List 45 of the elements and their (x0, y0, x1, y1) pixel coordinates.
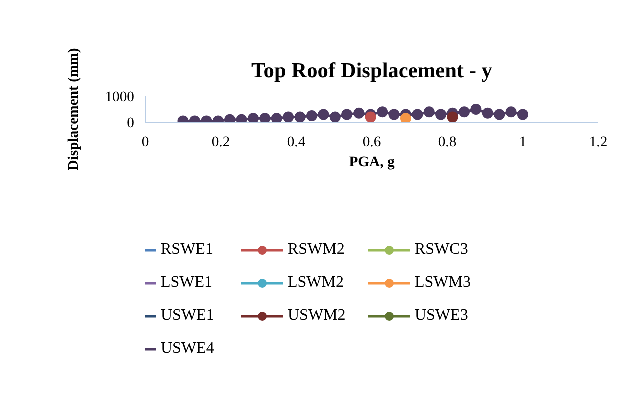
point (306, 110, 318, 122)
point (354, 108, 365, 119)
point (400, 113, 412, 122)
legend-label: LSWM3 (415, 274, 472, 292)
legend-label: RSWE1 (161, 241, 214, 259)
x-tick-label: 1.2 (589, 134, 608, 150)
point (377, 106, 388, 118)
y-tick-label: 1000 (105, 90, 134, 106)
point (365, 112, 376, 122)
point (412, 109, 424, 120)
x-tick-label: 0.8 (438, 134, 457, 150)
point (318, 109, 330, 120)
point (342, 109, 353, 120)
point (283, 112, 294, 122)
x-tick-label: 0 (142, 134, 150, 150)
legend-label: USWE3 (415, 307, 470, 325)
point (260, 113, 271, 122)
x-axis-title: PGA, g (349, 154, 396, 170)
legend-label: USWE4 (161, 340, 216, 358)
legend-label: USWM2 (288, 307, 347, 325)
point (494, 109, 506, 120)
point (482, 108, 494, 119)
legend-label: LSWE1 (161, 274, 214, 292)
x-tick-label: 1 (519, 134, 527, 150)
legend-label: RSWC3 (415, 241, 470, 259)
point (518, 109, 528, 120)
chart-title: Top Roof Displacement - y (252, 58, 493, 82)
point (506, 106, 517, 118)
point (271, 113, 282, 122)
x-tick-label: 0.4 (287, 134, 306, 150)
point (458, 106, 470, 118)
x-tick-label: 0.2 (212, 134, 230, 150)
point (388, 109, 400, 120)
point (447, 112, 458, 122)
legend-label: USWE1 (161, 307, 216, 325)
point (330, 112, 341, 122)
point (424, 106, 435, 118)
y-axis-title: Displacement (mm) (66, 48, 82, 171)
point (294, 112, 306, 122)
x-tick-label: 0.6 (362, 134, 382, 150)
point (436, 109, 447, 120)
legend-label: RSWM2 (288, 241, 346, 259)
point (470, 104, 482, 115)
point (248, 113, 259, 122)
legend-label: LSWM2 (288, 274, 345, 292)
